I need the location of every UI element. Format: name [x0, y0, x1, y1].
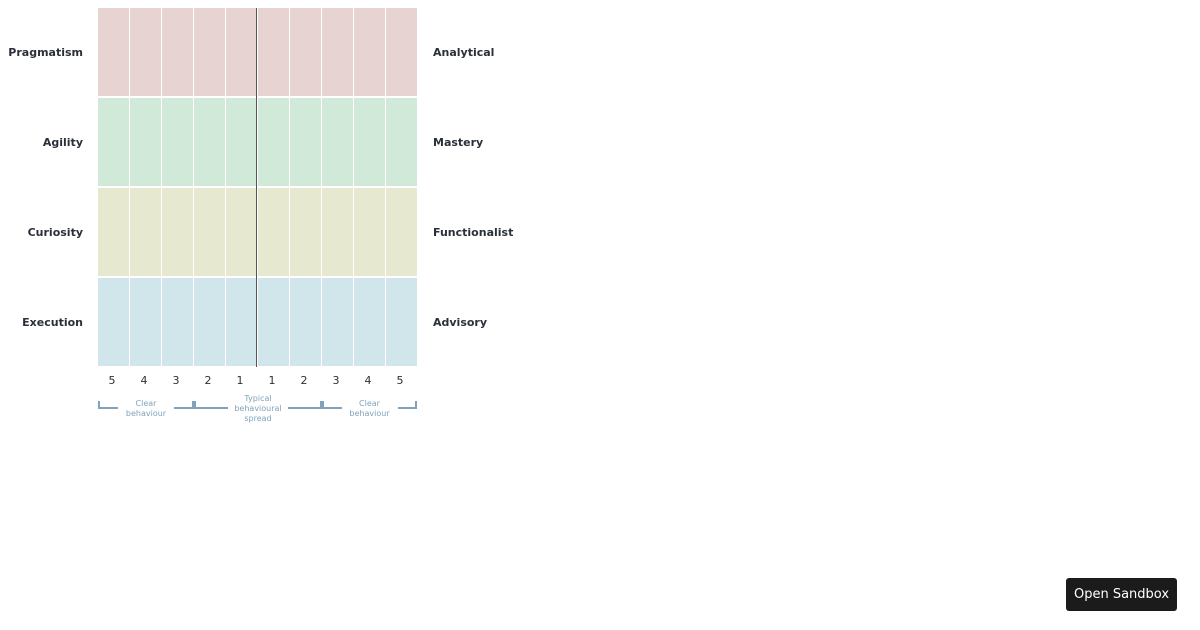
grid-cell — [98, 188, 129, 276]
grid-cell — [98, 278, 129, 366]
grid-cell — [130, 188, 161, 276]
left-label: Agility — [42, 136, 83, 149]
grid-cell — [322, 278, 353, 366]
scale-label: 1 — [236, 374, 244, 387]
grid-cell — [226, 188, 257, 276]
grid-cell — [194, 8, 225, 96]
grid-cell — [194, 188, 225, 276]
right-label: Mastery — [433, 136, 484, 149]
grid-cell — [322, 188, 353, 276]
right-label: Analytical — [433, 46, 495, 59]
grid-cell — [354, 278, 385, 366]
center-line — [256, 8, 257, 367]
scale-label: 3 — [172, 374, 180, 387]
bracket-label: Typical behavioural spread — [228, 394, 288, 424]
grid-cell — [258, 278, 289, 366]
scale-label: 5 — [108, 374, 116, 387]
grid-cell — [258, 8, 289, 96]
grid-cell — [130, 278, 161, 366]
grid-cell — [258, 188, 289, 276]
grid-cell — [354, 98, 385, 186]
grid-cell — [290, 278, 321, 366]
grid-cell — [226, 8, 257, 96]
bracket-label: Clear behaviour — [118, 399, 174, 419]
grid-cell — [162, 98, 193, 186]
right-label: Advisory — [433, 316, 488, 329]
grid-cell — [290, 8, 321, 96]
grid-cell — [98, 8, 129, 96]
grid-cell — [258, 98, 289, 186]
grid-cell — [354, 188, 385, 276]
scale-label: 2 — [204, 374, 212, 387]
grid-cell — [290, 188, 321, 276]
grid-cell — [290, 98, 321, 186]
scale-label: 4 — [364, 374, 372, 387]
bracket-label: Clear behaviour — [341, 399, 398, 419]
grid-cell — [386, 8, 417, 96]
scale-label: 5 — [396, 374, 404, 387]
grid-cell — [322, 98, 353, 186]
grid-cell — [162, 8, 193, 96]
grid-cell — [354, 8, 385, 96]
grid-cell — [162, 278, 193, 366]
left-label: Execution — [22, 316, 83, 329]
grid-cell — [386, 278, 417, 366]
scale-label: 4 — [140, 374, 148, 387]
open-sandbox-button[interactable]: Open Sandbox — [1066, 578, 1177, 611]
scale-label: 1 — [268, 374, 276, 387]
grid-cell — [162, 188, 193, 276]
grid-cell — [194, 98, 225, 186]
left-label: Pragmatism — [8, 46, 83, 59]
grid-cell — [322, 8, 353, 96]
grid-cell — [386, 98, 417, 186]
left-label: Curiosity — [27, 226, 83, 239]
grid-cell — [130, 8, 161, 96]
right-label: Functionalist — [433, 226, 514, 239]
grid-cell — [130, 98, 161, 186]
grid-cell — [226, 98, 257, 186]
scale-label: 3 — [332, 374, 340, 387]
grid-cell — [194, 278, 225, 366]
grid-cell — [386, 188, 417, 276]
scale-label: 2 — [300, 374, 308, 387]
grid-cell — [226, 278, 257, 366]
grid-cell — [98, 98, 129, 186]
